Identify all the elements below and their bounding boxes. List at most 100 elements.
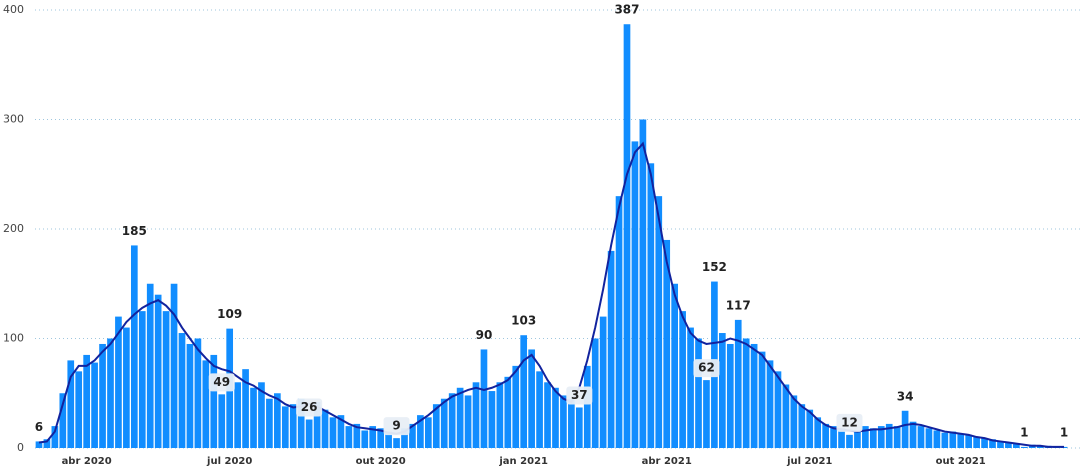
bar bbox=[472, 382, 480, 448]
bar bbox=[464, 395, 472, 448]
x-tick-label: jul 2020 bbox=[206, 456, 252, 467]
bar bbox=[639, 119, 647, 448]
bar bbox=[210, 354, 218, 448]
bar bbox=[186, 343, 194, 448]
bar bbox=[496, 382, 504, 448]
bar bbox=[297, 398, 305, 448]
y-tick-label: 400 bbox=[3, 3, 24, 16]
bar bbox=[393, 438, 400, 448]
bar bbox=[321, 409, 329, 448]
bar bbox=[35, 441, 43, 448]
bar bbox=[242, 369, 249, 448]
bar bbox=[854, 431, 861, 448]
bar bbox=[75, 371, 83, 448]
label-box bbox=[208, 373, 235, 392]
bar bbox=[377, 428, 384, 448]
bar bbox=[544, 382, 551, 448]
bar bbox=[607, 250, 615, 448]
data-label: 37 bbox=[571, 388, 588, 402]
bar bbox=[591, 338, 599, 448]
x-tick-label: jan 2021 bbox=[498, 456, 548, 467]
bar bbox=[830, 426, 837, 448]
bar bbox=[432, 404, 440, 448]
bar bbox=[862, 426, 869, 448]
bar bbox=[758, 351, 766, 448]
bar bbox=[671, 283, 679, 448]
bar bbox=[43, 439, 51, 448]
bar bbox=[599, 316, 607, 448]
bar bbox=[123, 327, 130, 448]
bar bbox=[623, 24, 631, 449]
bar bbox=[234, 382, 241, 448]
bar bbox=[893, 426, 901, 448]
bar bbox=[313, 402, 321, 448]
bar bbox=[369, 426, 377, 448]
data-label: 6 bbox=[35, 420, 43, 434]
bar bbox=[536, 371, 543, 448]
bar bbox=[115, 316, 122, 448]
bar bbox=[83, 354, 90, 448]
bar bbox=[289, 404, 297, 448]
bar bbox=[528, 349, 535, 448]
bar bbox=[51, 426, 59, 448]
bar bbox=[345, 426, 353, 448]
bar bbox=[973, 437, 980, 448]
bar bbox=[575, 407, 583, 448]
data-label: 109 bbox=[217, 307, 242, 321]
bar bbox=[838, 428, 845, 448]
bar bbox=[488, 391, 496, 448]
bar bbox=[742, 338, 750, 448]
bar bbox=[909, 421, 917, 448]
bar bbox=[1020, 446, 1028, 448]
bar bbox=[178, 333, 186, 448]
y-tick-label: 100 bbox=[3, 332, 24, 345]
bar bbox=[1036, 445, 1044, 448]
bar bbox=[941, 432, 949, 448]
bar bbox=[202, 360, 210, 448]
bar bbox=[266, 398, 273, 448]
bar bbox=[146, 283, 154, 448]
bar bbox=[194, 338, 202, 448]
bar bbox=[512, 365, 520, 448]
moving-average-line bbox=[38, 141, 1065, 448]
label-box bbox=[836, 413, 863, 432]
bar bbox=[552, 387, 559, 448]
data-label: 1 bbox=[1060, 425, 1068, 439]
data-label: 90 bbox=[476, 328, 493, 342]
data-label: 387 bbox=[614, 3, 639, 17]
data-label: 117 bbox=[726, 298, 751, 312]
bar bbox=[647, 163, 655, 449]
data-label: 62 bbox=[698, 361, 715, 375]
bar bbox=[274, 393, 281, 448]
x-tick-label: out 2021 bbox=[936, 456, 986, 467]
bar bbox=[440, 398, 448, 448]
data-label: 26 bbox=[301, 400, 318, 414]
bar bbox=[218, 394, 226, 448]
data-label: 1 bbox=[1020, 425, 1028, 439]
bar bbox=[329, 417, 337, 448]
bar bbox=[258, 382, 265, 448]
bar bbox=[401, 428, 408, 448]
y-tick-label: 0 bbox=[17, 441, 24, 454]
bar bbox=[726, 343, 734, 448]
bar bbox=[774, 371, 782, 448]
bar bbox=[107, 338, 114, 448]
data-label: 12 bbox=[841, 415, 858, 429]
bar bbox=[695, 338, 702, 448]
bar bbox=[337, 415, 345, 448]
bar bbox=[67, 360, 75, 448]
label-box bbox=[383, 417, 410, 436]
bar bbox=[869, 428, 877, 448]
bar bbox=[885, 423, 893, 448]
bar bbox=[154, 294, 162, 448]
data-label: 34 bbox=[897, 389, 914, 403]
bar bbox=[59, 393, 67, 448]
x-tick-label: jul 2021 bbox=[786, 456, 832, 467]
bar bbox=[631, 141, 639, 448]
data-label: 49 bbox=[213, 375, 230, 389]
bar bbox=[981, 438, 988, 448]
bar bbox=[989, 439, 996, 448]
bar bbox=[480, 349, 488, 448]
bar bbox=[520, 335, 528, 448]
